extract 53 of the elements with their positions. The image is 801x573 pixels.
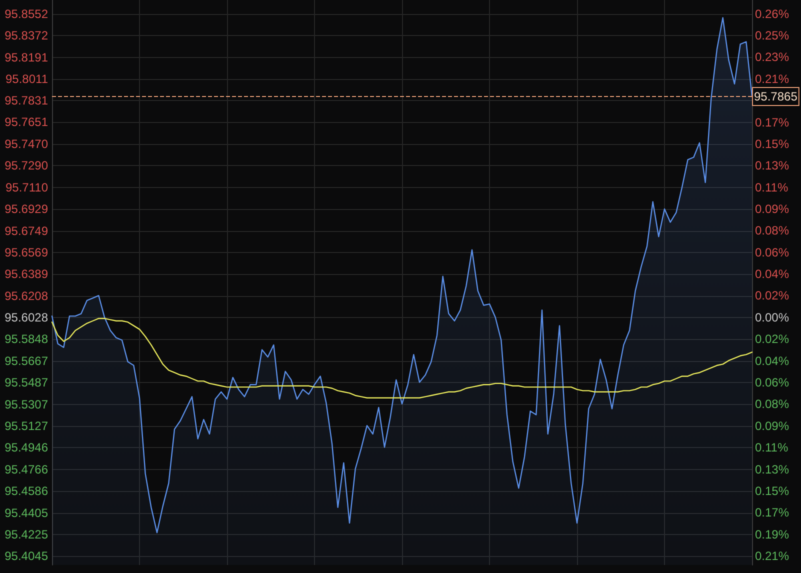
y-tick-label: 95.5667 xyxy=(4,354,48,368)
y2-tick-label: 0.26% xyxy=(755,6,790,21)
y-tick-label: 95.6028 xyxy=(4,310,48,325)
y2-tick-label: 0.11% xyxy=(755,440,788,455)
y2-tick-label: 0.08% xyxy=(755,397,790,412)
y-tick-label: 95.7470 xyxy=(4,137,48,152)
y2-tick-label: 0.21% xyxy=(755,72,790,86)
y2-tick-label: 0.19% xyxy=(755,527,790,542)
y-tick-label: 95.6389 xyxy=(4,267,48,282)
line-series xyxy=(51,318,753,398)
y-tick-label: 95.7831 xyxy=(4,94,48,108)
y-tick-label: 95.7651 xyxy=(4,115,48,130)
y2-tick-label: 0.00% xyxy=(755,310,790,324)
y2-tick-label: 0.06% xyxy=(755,376,790,390)
y2-tick-label: 0.11% xyxy=(755,180,788,194)
y-tick-label: 95.5127 xyxy=(4,418,48,433)
y-tick-label: 95.6929 xyxy=(4,202,48,216)
y2-tick-label: 0.02% xyxy=(755,288,790,303)
y-tick-label: 95.8552 xyxy=(4,6,48,21)
y-tick-label: 95.4225 xyxy=(4,527,48,542)
y-tick-label: 95.4766 xyxy=(4,462,48,476)
y-tick-label: 95.6749 xyxy=(4,224,48,238)
y2-tick-label: 0.08% xyxy=(755,224,790,238)
y2-tick-label: 0.17% xyxy=(755,115,790,130)
y2-tick-label: 0.09% xyxy=(755,202,790,216)
y2-tick-label: 0.13% xyxy=(755,462,790,476)
y2-tick-label: 0.04% xyxy=(755,354,790,368)
y2-tick-label: 0.02% xyxy=(755,332,790,346)
y2-tick-label: 0.04% xyxy=(755,267,790,282)
y-tick-label: 95.6208 xyxy=(4,288,48,303)
y2-tick-label: 0.15% xyxy=(755,484,790,498)
y-tick-label: 95.4045 xyxy=(4,549,48,564)
y2-tick-label: 0.21% xyxy=(755,549,790,564)
y-tick-label: 95.5307 xyxy=(4,397,48,412)
y-tick-label: 95.4586 xyxy=(4,484,48,498)
y-tick-label: 95.7110 xyxy=(6,180,48,194)
y-tick-label: 95.5848 xyxy=(4,332,48,346)
y-tick-label: 95.8011 xyxy=(6,72,48,86)
y2-tick-label: 0.17% xyxy=(755,506,790,520)
y-tick-label: 95.4405 xyxy=(4,506,48,520)
ref-line-label: 95.7865 xyxy=(754,89,798,104)
y2-tick-label: 0.25% xyxy=(755,28,790,43)
y2-tick-label: 0.15% xyxy=(755,136,790,151)
y-tick-label: 95.8191 xyxy=(4,50,48,64)
y-tick-label: 95.4946 xyxy=(4,440,48,455)
y-tick-label: 95.8372 xyxy=(4,28,48,42)
y2-tick-label: 0.23% xyxy=(755,50,790,64)
y-tick-label: 95.5487 xyxy=(4,376,48,390)
y2-tick-label: 0.06% xyxy=(755,245,790,260)
y2-tick-label: 0.09% xyxy=(755,418,790,433)
y-tick-label: 95.6569 xyxy=(4,245,48,260)
y2-tick-label: 0.13% xyxy=(755,158,790,173)
y-tick-label: 95.7290 xyxy=(4,158,48,173)
